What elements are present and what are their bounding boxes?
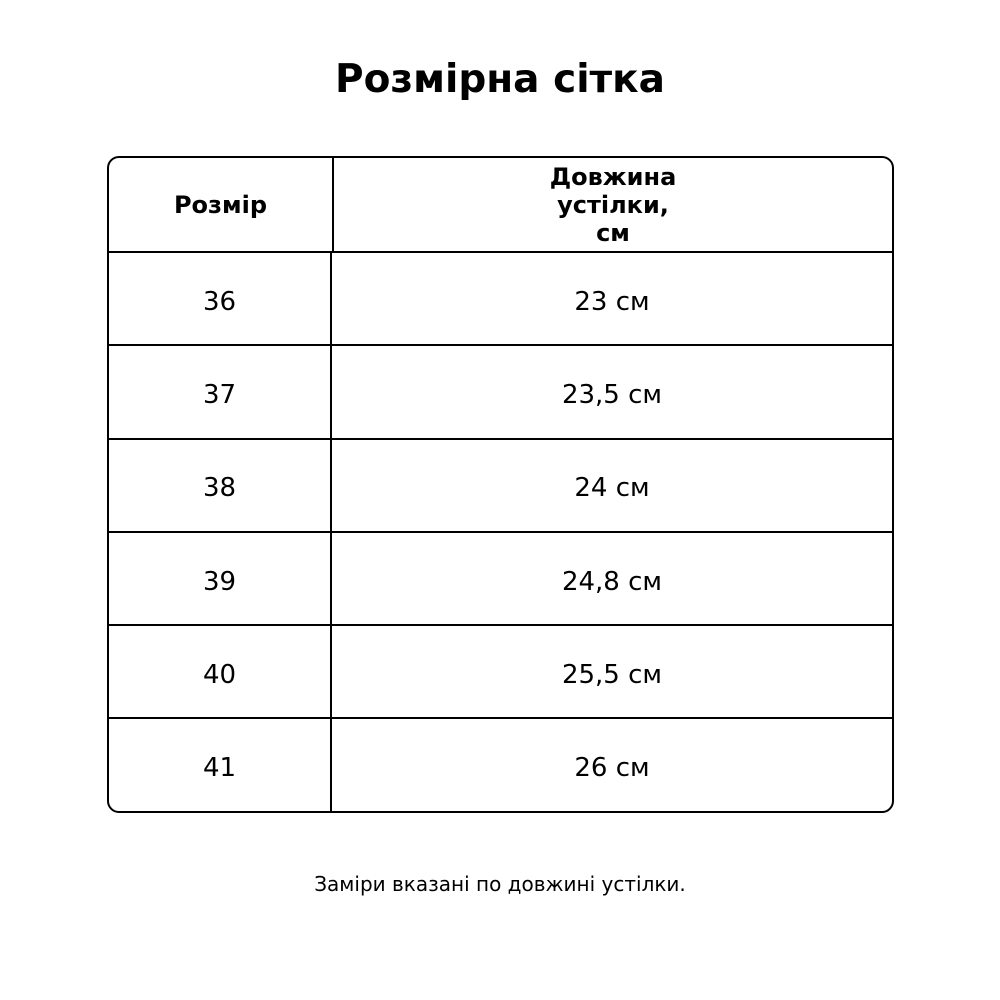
footnote: Заміри вказані по довжині устілки. — [314, 872, 686, 896]
length-cell: 24 см — [574, 473, 650, 504]
header-insole-length: Довжина устілки, см — [334, 158, 892, 251]
table-row: 41 26 см — [109, 717, 892, 811]
size-cell: 36 — [109, 253, 332, 345]
table-row: 38 24 см — [109, 437, 892, 531]
table-row: 39 24,8 см — [109, 530, 892, 625]
header-line: устілки, — [557, 190, 669, 219]
length-cell: 23 см — [574, 286, 650, 317]
size-table: Розмір Довжина устілки, см 36 23 см 37 23,5… — [107, 156, 894, 813]
length-cell: 24,8 см — [561, 566, 663, 597]
size-cell: 40 — [109, 626, 332, 718]
header-line: Довжина — [549, 162, 677, 191]
table-row: 36 23 см — [109, 251, 892, 345]
page-title: Розмірна сітка — [335, 57, 665, 102]
table-header-row: Розмір Довжина устілки, см — [109, 158, 892, 251]
size-cell: 37 — [109, 346, 332, 438]
length-cell: 23,5 см — [561, 379, 663, 410]
size-cell: 38 — [109, 439, 332, 531]
header-line: см — [596, 218, 630, 247]
length-cell: 26 см — [574, 753, 650, 784]
header-size: Розмір — [109, 158, 334, 251]
table-row: 40 25,5 см — [109, 624, 892, 718]
size-cell: 41 — [109, 719, 332, 811]
table-row: 37 23,5 см — [109, 344, 892, 438]
length-cell: 25,5 см — [561, 659, 663, 690]
size-cell: 39 — [109, 532, 332, 625]
